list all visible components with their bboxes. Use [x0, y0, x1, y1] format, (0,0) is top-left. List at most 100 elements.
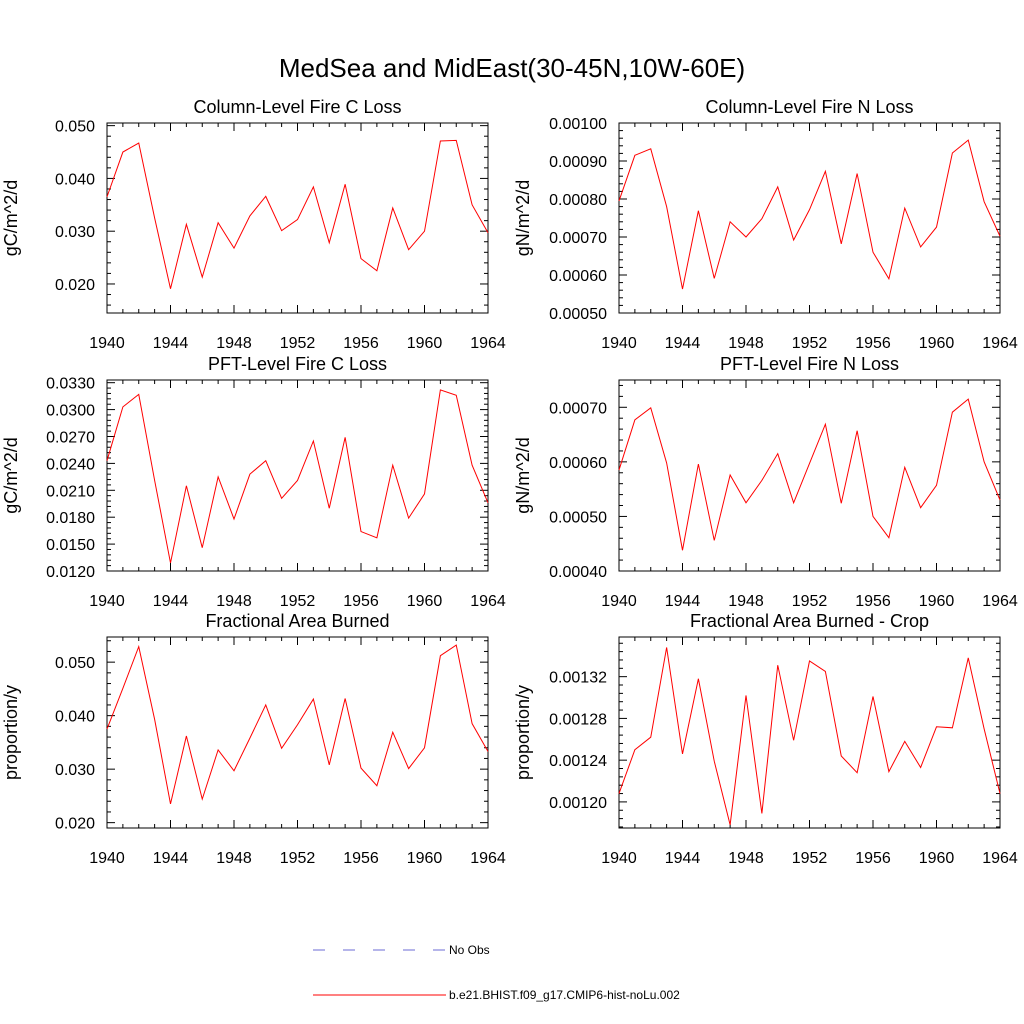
panel-4-xtick-label-1956: 1956: [855, 593, 891, 610]
panel-2-title: Column-Level Fire N Loss: [705, 97, 913, 117]
panel-6-xtick-label-1956: 1956: [855, 850, 891, 867]
panel-3-ytick-label-0.0240: 0.0240: [46, 456, 95, 473]
panel-3-ytick-label-0.0270: 0.0270: [46, 429, 95, 446]
panel-4-ytick-label-0.00060: 0.00060: [549, 455, 607, 472]
panel-3-xtick-label-1948: 1948: [216, 593, 252, 610]
panel-2-xtick-label-1944: 1944: [665, 335, 701, 352]
figure-title: MedSea and MidEast(30-45N,10W-60E): [279, 53, 745, 83]
panel-3-xtick-label-1944: 1944: [153, 593, 189, 610]
panel-4-title: PFT-Level Fire N Loss: [720, 354, 899, 374]
panel-1-xtick-label-1964: 1964: [470, 335, 506, 352]
panel-2-xtick-label-1956: 1956: [855, 335, 891, 352]
panel-2-ytick-label-0.00080: 0.00080: [549, 192, 607, 209]
panel-4-ytick-label-0.00070: 0.00070: [549, 400, 607, 417]
panel-3-series-line-1: [106, 389, 489, 564]
panel-3-ytick-label-0.0150: 0.0150: [46, 537, 95, 554]
panel-2-plot-frame: [618, 122, 1001, 314]
panel-4-ytick-label-0.00040: 0.00040: [549, 564, 607, 581]
panel-6-fractional-area-burned-crop: 1940 1944 1948 1952 1956 1960 1964 0.00120 0.001…: [513, 611, 1018, 867]
panel-6-ytick-label-0.00120: 0.00120: [549, 795, 607, 812]
panel-6-xtick-label-1964: 1964: [982, 850, 1018, 867]
panel-1-ytick-label-0.040: 0.040: [55, 171, 95, 188]
panel-2-ytick-label-0.00070: 0.00070: [549, 230, 607, 247]
panel-5-ytick-label-0.030: 0.030: [55, 762, 95, 779]
panel-2-ytick-label-0.00100: 0.00100: [549, 116, 607, 133]
legend-label-model: b.e21.BHIST.f09_g17.CMIP6-hist-noLu.002: [449, 988, 680, 1002]
panel-1-xtick-label-1952: 1952: [280, 335, 316, 352]
panel-3-title: PFT-Level Fire C Loss: [208, 354, 387, 374]
panel-1-ylabel: gC/m^2/d: [1, 180, 21, 256]
panel-2-xtick-label-1960: 1960: [919, 335, 955, 352]
panel-4-ylabel: gN/m^2/d: [513, 437, 533, 513]
panel-6-ytick-label-0.00124: 0.00124: [549, 753, 607, 770]
panel-5-xtick-label-1964: 1964: [470, 850, 506, 867]
panel-6-ytick-label-0.00128: 0.00128: [549, 711, 607, 728]
legend-label-no-obs: No Obs: [449, 943, 490, 957]
panel-3-ytick-label-0.0180: 0.0180: [46, 510, 95, 527]
panel-6-xtick-label-1940: 1940: [601, 850, 637, 867]
panel-2-ylabel: gN/m^2/d: [513, 180, 533, 256]
panel-2-ytick-label-0.00050: 0.00050: [549, 306, 607, 323]
panel-5-ytick-label-0.050: 0.050: [55, 655, 95, 672]
panel-5-xtick-label-1952: 1952: [280, 850, 316, 867]
panel-1-xtick-label-1944: 1944: [153, 335, 189, 352]
panel-5-xtick-label-1940: 1940: [89, 850, 125, 867]
panel-2-xtick-label-1948: 1948: [728, 335, 764, 352]
panel-2-xtick-label-1964: 1964: [982, 335, 1018, 352]
panel-3-ytick-label-0.0300: 0.0300: [46, 403, 95, 420]
legend: No Obs b.e21.BHIST.f09_g17.CMIP6-hist-no…: [313, 943, 680, 1002]
panel-4-xtick-label-1964: 1964: [982, 593, 1018, 610]
panel-6-ytick-label-0.00132: 0.00132: [549, 670, 607, 687]
panel-4-xtick-label-1940: 1940: [601, 593, 637, 610]
panel-5-xtick-label-1944: 1944: [153, 850, 189, 867]
panel-1-xtick-label-1956: 1956: [343, 335, 379, 352]
panel-6-series-line-1: [618, 647, 1001, 825]
panel-5-ytick-label-0.020: 0.020: [55, 816, 95, 833]
panel-1-ytick-label-0.050: 0.050: [55, 119, 95, 136]
panel-4-plot-frame: [618, 379, 1001, 572]
panel-5-plot-frame: [106, 636, 489, 829]
panel-1-series-line-1: [106, 139, 489, 289]
panel-4-xtick-label-1948: 1948: [728, 593, 764, 610]
panel-5-fractional-area-burned: 1940 1944 1948 1952 1956 1960 1964 0.020 0.030 0.…: [1, 611, 506, 867]
panel-1-plot-frame: [106, 122, 489, 314]
panel-1-ytick-label-0.030: 0.030: [55, 224, 95, 241]
panel-6-xtick-label-1944: 1944: [665, 850, 701, 867]
panel-2-column-level-fire-n-loss: 1940 1944 1948 1952 1956 1960 1964 0.00050 0.000…: [513, 97, 1018, 352]
panels-group: 1940 1944 1948 1952 1956 1960 1964 0.020 0.030 0.…: [1, 97, 1018, 867]
panel-3-xtick-label-1964: 1964: [470, 593, 506, 610]
panel-5-ylabel: proportion/y: [1, 685, 21, 780]
panel-1-ytick-label-0.020: 0.020: [55, 277, 95, 294]
panel-4-xtick-label-1944: 1944: [665, 593, 701, 610]
panel-5-xtick-label-1960: 1960: [407, 850, 443, 867]
panel-1-title: Column-Level Fire C Loss: [193, 97, 401, 117]
panel-3-plot-frame: [106, 379, 489, 572]
panel-3-ylabel: gC/m^2/d: [1, 437, 21, 513]
panel-3-xtick-label-1940: 1940: [89, 593, 125, 610]
panel-6-ylabel: proportion/y: [513, 685, 533, 780]
panel-6-plot-frame: [618, 636, 1001, 829]
panel-1-xtick-label-1960: 1960: [407, 335, 443, 352]
panel-5-title: Fractional Area Burned: [205, 611, 389, 631]
panel-2-xtick-label-1940: 1940: [601, 335, 637, 352]
panel-2-ytick-label-0.00090: 0.00090: [549, 154, 607, 171]
panel-5-series-line-1: [106, 644, 489, 805]
panel-2-series-line-1: [618, 139, 1001, 290]
panel-1-xtick-label-1940: 1940: [89, 335, 125, 352]
panel-1-column-level-fire-c-loss: 1940 1944 1948 1952 1956 1960 1964 0.020 0.030 0.…: [1, 97, 506, 352]
panel-6-xtick-label-1960: 1960: [919, 850, 955, 867]
panel-6-title: Fractional Area Burned - Crop: [690, 611, 929, 631]
panel-3-ytick-label-0.0330: 0.0330: [46, 376, 95, 393]
panel-6-xtick-label-1952: 1952: [792, 850, 828, 867]
panel-3-xtick-label-1956: 1956: [343, 593, 379, 610]
panel-5-xtick-label-1948: 1948: [216, 850, 252, 867]
panel-1-xtick-label-1948: 1948: [216, 335, 252, 352]
panel-4-ytick-label-0.00050: 0.00050: [549, 509, 607, 526]
panel-6-xtick-label-1948: 1948: [728, 850, 764, 867]
panel-3-ytick-label-0.0210: 0.0210: [46, 483, 95, 500]
panel-2-ytick-label-0.00060: 0.00060: [549, 268, 607, 285]
panel-4-pft-level-fire-n-loss: 1940 1944 1948 1952 1956 1960 1964 0.00040 0.000…: [513, 354, 1018, 610]
panel-5-ytick-label-0.040: 0.040: [55, 709, 95, 726]
